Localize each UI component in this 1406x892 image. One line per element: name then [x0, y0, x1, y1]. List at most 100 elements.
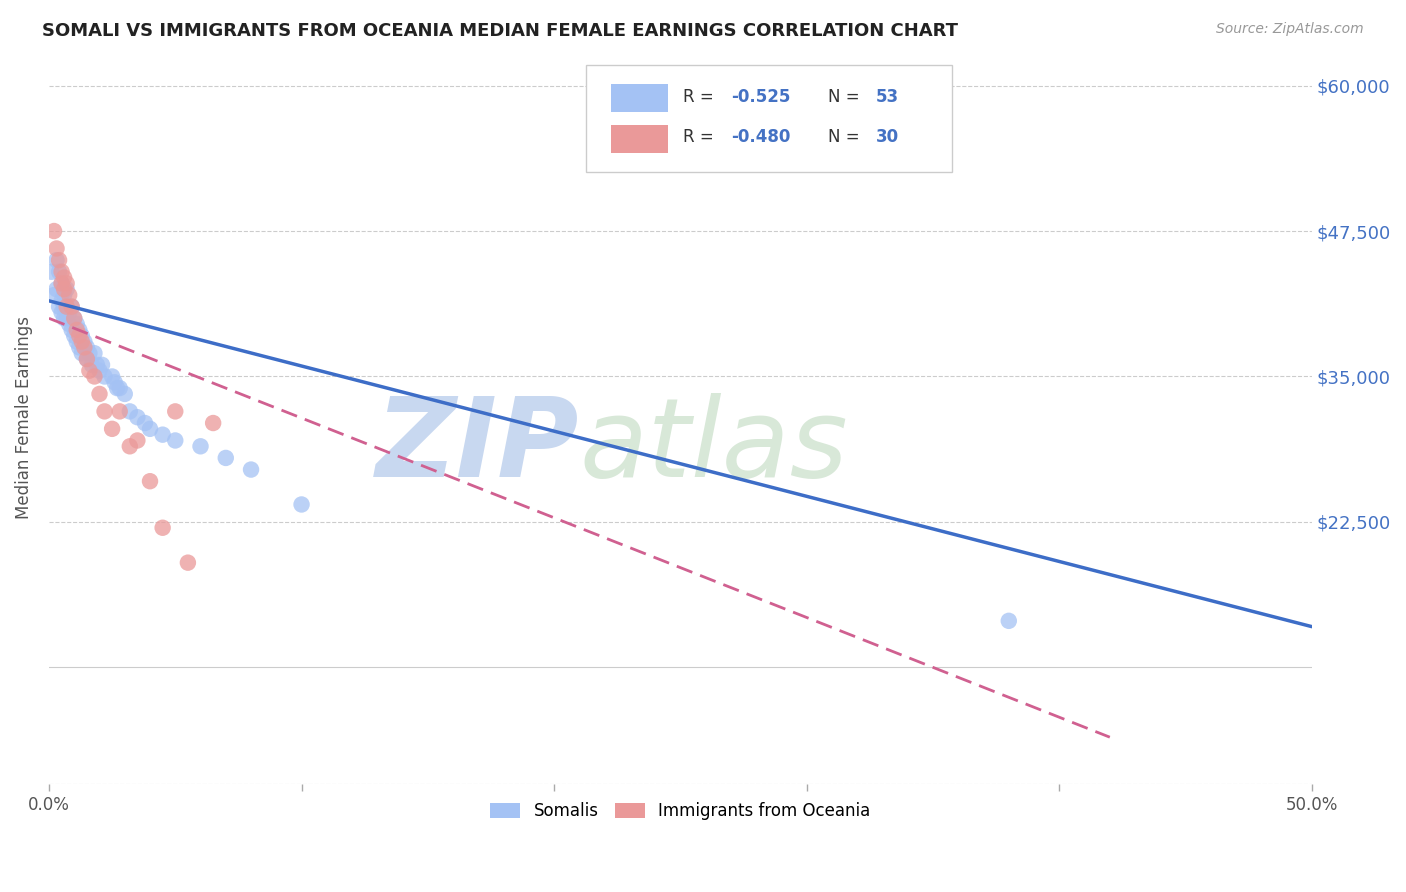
Point: [89, 387, 111, 401]
Point: [70, 346, 93, 360]
Point: [93, 369, 115, 384]
Point: [45, 242, 67, 256]
Point: [51, 277, 73, 291]
FancyBboxPatch shape: [612, 125, 668, 153]
Point: [104, 376, 127, 390]
Point: [240, 462, 263, 476]
Point: [63, 311, 86, 326]
Point: [76, 340, 98, 354]
Point: [63, 311, 86, 326]
Point: [67, 340, 90, 354]
Point: [55, 300, 77, 314]
Point: [58, 317, 80, 331]
Point: [48, 300, 70, 314]
Point: [63, 328, 86, 343]
Point: [55, 311, 77, 326]
Point: [73, 334, 96, 349]
Point: [79, 346, 101, 360]
Point: [66, 317, 89, 331]
FancyBboxPatch shape: [612, 85, 668, 112]
Point: [55, 277, 77, 291]
Point: [108, 404, 131, 418]
Point: [91, 358, 114, 372]
Text: -0.525: -0.525: [731, 88, 790, 106]
Point: [51, 305, 73, 319]
Point: [55, 300, 77, 314]
Point: [139, 422, 162, 436]
Point: [45, 282, 67, 296]
Point: [51, 265, 73, 279]
Text: 53: 53: [876, 88, 900, 106]
Point: [53, 288, 76, 302]
Point: [51, 277, 73, 291]
Text: Source: ZipAtlas.com: Source: ZipAtlas.com: [1216, 22, 1364, 37]
Point: [73, 340, 96, 354]
Y-axis label: Median Female Earnings: Median Female Earnings: [15, 316, 32, 519]
Point: [80, 358, 103, 372]
Point: [70, 328, 93, 343]
Point: [114, 387, 136, 401]
Point: [290, 498, 312, 512]
Point: [58, 288, 80, 302]
Point: [66, 323, 89, 337]
Text: 30: 30: [876, 128, 900, 146]
Point: [190, 439, 212, 453]
Point: [76, 351, 98, 366]
Point: [134, 416, 156, 430]
Point: [118, 404, 141, 418]
Point: [76, 351, 98, 366]
Point: [127, 434, 149, 448]
Point: [53, 300, 76, 314]
Point: [152, 521, 174, 535]
FancyBboxPatch shape: [586, 65, 952, 171]
Point: [60, 300, 83, 314]
Text: N =: N =: [828, 88, 865, 106]
Text: R =: R =: [683, 88, 718, 106]
Point: [89, 364, 111, 378]
Point: [51, 293, 73, 308]
Point: [66, 334, 89, 349]
Text: N =: N =: [828, 128, 865, 146]
Point: [83, 369, 105, 384]
Point: [118, 439, 141, 453]
Text: -0.480: -0.480: [731, 128, 790, 146]
Point: [215, 450, 238, 465]
Point: [152, 427, 174, 442]
Point: [42, 288, 65, 302]
Point: [55, 282, 77, 296]
Point: [86, 358, 108, 372]
Point: [48, 265, 70, 279]
Point: [53, 311, 76, 326]
Text: atlas: atlas: [579, 393, 848, 500]
Text: R =: R =: [683, 128, 718, 146]
Point: [101, 422, 124, 436]
Point: [165, 404, 187, 418]
Text: SOMALI VS IMMIGRANTS FROM OCEANIA MEDIAN FEMALE EARNINGS CORRELATION CHART: SOMALI VS IMMIGRANTS FROM OCEANIA MEDIAN…: [42, 22, 957, 40]
Point: [108, 381, 131, 395]
Point: [139, 474, 162, 488]
Point: [67, 328, 90, 343]
Point: [41, 265, 63, 279]
Point: [127, 410, 149, 425]
Point: [83, 346, 105, 360]
Point: [58, 305, 80, 319]
Point: [70, 334, 93, 349]
Point: [165, 434, 187, 448]
Point: [101, 369, 124, 384]
Point: [53, 282, 76, 296]
Point: [60, 300, 83, 314]
Point: [45, 253, 67, 268]
Text: ZIP: ZIP: [375, 393, 579, 500]
Point: [105, 381, 128, 395]
Point: [60, 323, 83, 337]
Point: [93, 404, 115, 418]
Point: [997, 614, 1019, 628]
Point: [202, 416, 225, 430]
Point: [42, 224, 65, 238]
Point: [177, 556, 200, 570]
Point: [48, 253, 70, 268]
Point: [79, 364, 101, 378]
Point: [53, 270, 76, 285]
Legend: Somalis, Immigrants from Oceania: Somalis, Immigrants from Oceania: [484, 796, 877, 827]
Point: [67, 323, 90, 337]
